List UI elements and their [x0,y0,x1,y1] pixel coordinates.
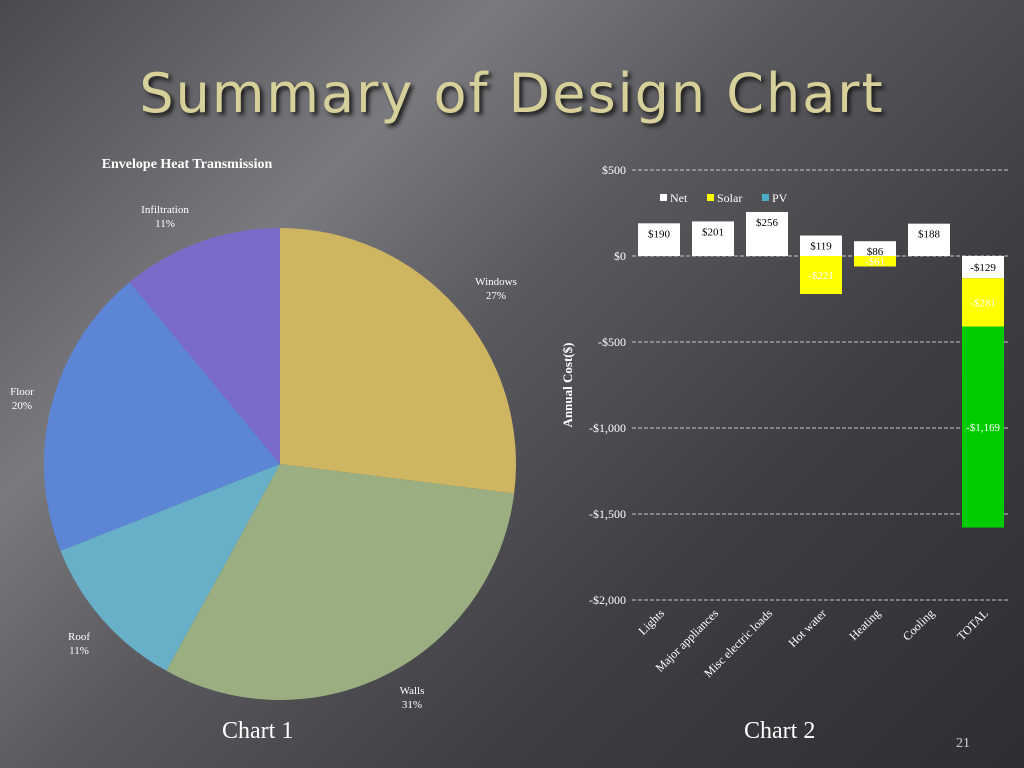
bar-data-label: $188 [918,229,941,241]
bar-data-label: -$1,169 [966,422,1000,434]
bar-extra-6 [962,326,1004,528]
bar-solar-3 [800,256,842,295]
page-number: 21 [956,736,970,751]
bar-data-label: -$221 [808,270,834,282]
legend-label-net: Net [670,191,688,205]
chart1-caption: Chart 1 [222,718,294,744]
slide-title: Summary of Design Chart [139,62,885,125]
legend-label-solar: Solar [717,191,742,205]
y-tick-label: -$500 [598,335,626,349]
bar-solar-6 [962,278,1004,327]
pie-title: Envelope Heat Transmission [102,157,273,172]
pie-slice-windows [280,228,517,494]
legend-swatch-solar [707,194,714,201]
pie-value-walls: 31% [402,699,422,711]
bar-net-4 [854,241,896,256]
bar-data-label: $190 [648,228,671,240]
pie-slice-infiltration [129,228,280,464]
chart2-caption: Chart 2 [744,718,816,744]
pie-slice-floor [44,282,281,551]
bar-net-3 [800,235,842,256]
bar-data-label: $119 [810,241,832,253]
y-tick-label: -$1,000 [589,421,626,435]
bar-net-0 [638,223,680,256]
pie-label-floor: Floor [10,386,34,398]
x-tick-label: Hot water [786,606,830,650]
bar-data-label: $201 [702,226,724,238]
pie-value-windows: 27% [486,290,506,302]
pie-label-roof: Roof [68,631,90,643]
bar-net-6 [962,256,1004,279]
pie-label-walls: Walls [400,685,425,697]
y-tick-label: -$1,500 [589,507,626,521]
pie-value-infiltration: 11% [155,218,175,230]
bar-net-5 [908,223,950,256]
legend-label-pv: PV [772,191,788,205]
bar-data-label: -$61 [865,256,885,268]
bar-data-label: -$281 [970,297,996,309]
x-tick-label: Lights [636,606,668,638]
bar-data-label: $86 [867,246,884,258]
y-tick-label: -$2,000 [589,593,626,607]
y-tick-label: $500 [602,163,626,177]
legend-swatch-net [660,194,667,201]
bar-net-2 [746,211,788,256]
y-tick-label: $0 [614,249,626,263]
y-axis-label: Annual Cost($) [560,343,575,428]
bar-data-label: $256 [756,217,779,229]
pie-slice-roof [60,464,280,671]
pie-label-windows: Windows [475,276,517,288]
bar-solar-4 [854,256,896,267]
legend-swatch-pv [762,194,769,201]
pie-value-roof: 11% [69,645,89,657]
bar-net-1 [692,221,734,256]
pie-value-floor: 20% [12,400,32,412]
bar-data-label: -$129 [970,262,996,274]
x-tick-label: Heating [846,606,883,643]
pie-label-infiltration: Infiltration [141,204,189,216]
x-tick-label: Cooling [900,606,937,643]
pie-slice-walls [166,464,515,700]
x-tick-label: TOTAL [954,606,991,643]
